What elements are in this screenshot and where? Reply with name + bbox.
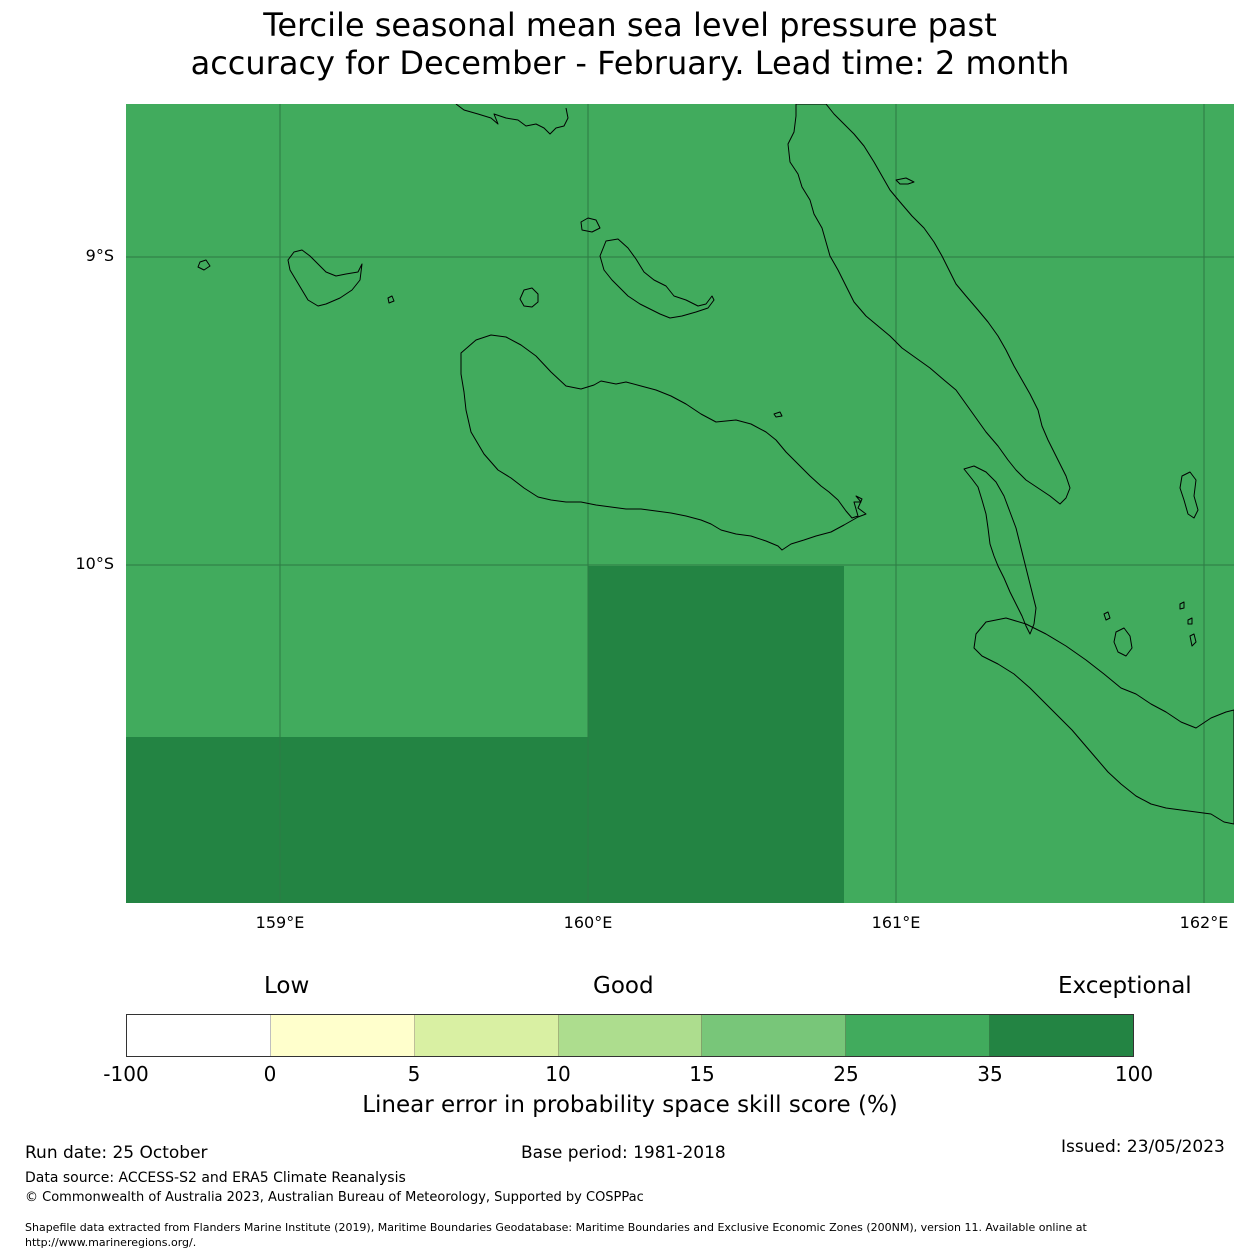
colorbar-tick: 35 — [977, 1062, 1003, 1086]
colorbar-tick: 0 — [263, 1062, 277, 1086]
coastline-florida-islands — [599, 238, 715, 319]
skill-cell-bottom-center — [588, 566, 844, 903]
colorbar-segment-25-35 — [846, 1015, 991, 1056]
map-canvas — [126, 104, 1234, 903]
colorbar-tick: 10 — [545, 1062, 571, 1086]
coastline-ulawa — [1179, 471, 1199, 519]
title-line-2: accuracy for December - February. Lead t… — [190, 44, 1070, 82]
coastline-malaita — [787, 104, 1071, 505]
colorbar-tick: 5 — [407, 1062, 421, 1086]
colorbar-segment-35-100 — [990, 1015, 1134, 1056]
colorbar-segment-neg100-0 — [127, 1015, 271, 1056]
colorbar-tick: 100 — [1114, 1062, 1154, 1086]
legend-label-good: Good — [593, 973, 654, 999]
coastline-makira — [973, 617, 1234, 825]
colorbar-segment-10-15 — [558, 1015, 703, 1056]
colorbar-title: Linear error in probability space skill … — [362, 1092, 898, 1118]
colorbar-tick: 15 — [689, 1062, 715, 1086]
legend-label-low: Low — [264, 973, 310, 999]
coastline-russell-small-2 — [387, 295, 395, 304]
map-panel — [126, 104, 1234, 903]
colorbar-segment-5-10 — [414, 1015, 559, 1056]
coastline-guadalcanal — [460, 334, 867, 551]
coastline-makira-islet-2 — [1103, 611, 1111, 621]
coastline-makira-islet-1 — [1113, 627, 1133, 657]
lon-label-161e: 161°E — [871, 913, 921, 932]
colorbar-tick: -100 — [103, 1062, 149, 1086]
lat-label-9s: 9°S — [85, 246, 114, 265]
coastline-russell-small-1 — [197, 259, 211, 271]
coastline-islet-north — [895, 177, 915, 185]
copyright-notice: © Commonwealth of Australia 2023, Austra… — [25, 1190, 644, 1205]
data-source: Data source: ACCESS-S2 and ERA5 Climate … — [25, 1170, 406, 1186]
shapefile-credit-line-1: Shapefile data extracted from Flanders M… — [25, 1221, 1087, 1234]
colorbar — [126, 1014, 1134, 1057]
shapefile-credit-line-2: http://www.marineregions.org/. — [25, 1236, 197, 1249]
issued-date: Issued: 23/05/2023 — [1061, 1137, 1225, 1157]
coastline-small-islets-east — [1179, 601, 1197, 647]
coastline-savo — [519, 287, 539, 308]
coastlines — [197, 104, 1234, 825]
coastline-small-malaita — [963, 465, 1037, 635]
lon-label-162e: 162°E — [1179, 913, 1229, 932]
colorbar-segment-0-5 — [270, 1015, 415, 1056]
coastline-northern-fragments — [455, 104, 569, 135]
lat-label-10s: 10°S — [75, 554, 114, 573]
coastline-islet-central — [773, 411, 783, 418]
lon-label-160e: 160°E — [563, 913, 613, 932]
coastline-florida-small — [580, 217, 601, 233]
colorbar-segment-15-25 — [702, 1015, 847, 1056]
skill-cell-bottom-left — [126, 737, 588, 903]
coastline-russell-islands — [287, 249, 363, 307]
base-period: Base period: 1981-2018 — [521, 1143, 726, 1163]
lon-label-159e: 159°E — [255, 913, 305, 932]
title-line-1: Tercile seasonal mean sea level pressure… — [263, 6, 997, 44]
map-title: Tercile seasonal mean sea level pressure… — [0, 6, 1260, 82]
colorbar-tick: 25 — [833, 1062, 859, 1086]
run-date: Run date: 25 October — [25, 1143, 208, 1163]
legend-label-exceptional: Exceptional — [1058, 973, 1192, 999]
